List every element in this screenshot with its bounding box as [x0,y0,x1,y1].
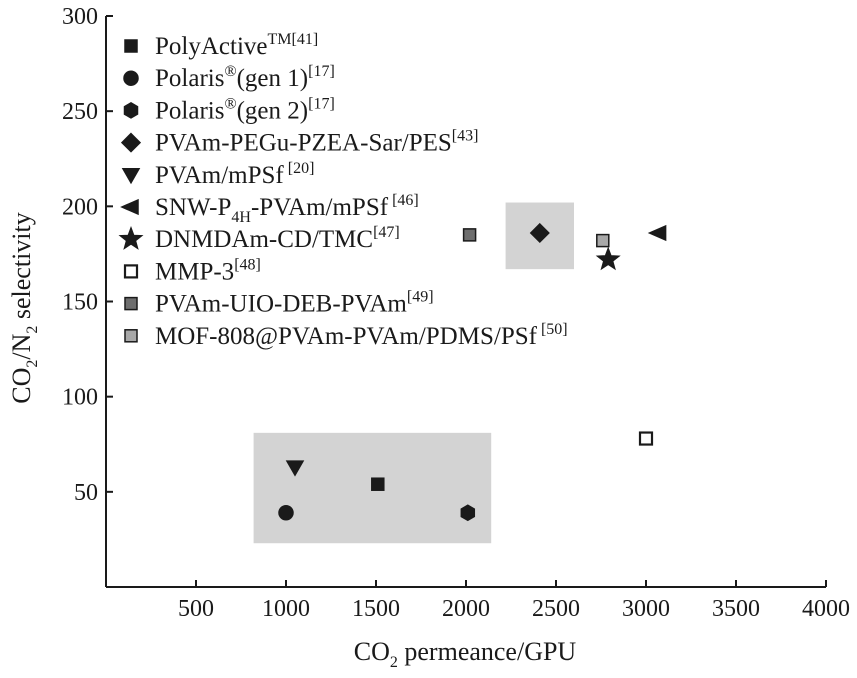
legend-item: PolyActiveTM[41] [124,31,318,60]
data-point-2 [278,505,294,521]
data-point-1 [371,477,385,491]
legend-marker [124,329,138,343]
legend-label: PVAm/mPSf [20] [155,160,314,189]
y-tick-label: 150 [62,290,98,316]
x-tick-label: 3500 [712,596,760,622]
x-tick-label: 4000 [802,596,850,622]
legend-marker [118,226,144,250]
legend-label: MMP-3[48] [155,256,261,285]
legend-label: MOF-808@PVAm-PVAm/PDMS/PSf [50] [155,321,568,350]
legend-label: PVAm-UIO-DEB-PVAm[49] [155,289,434,318]
y-ticks: 50 100 150 200 250 300 [62,4,113,506]
data-point-8 [638,431,654,446]
x-tick-label: 1000 [262,596,310,622]
legend-marker [124,39,138,53]
data-point-6 [647,224,667,242]
legend-marker [121,168,141,185]
legend-item: DNMDAm-CD/TMC[47] [118,224,400,253]
legend-marker [120,132,142,153]
y-tick-label: 100 [62,385,98,411]
x-tick-label: 1500 [352,596,400,622]
legend-label: PolyActiveTM[41] [155,31,318,60]
x-axis-title: CO2 permeance/GPU [354,637,577,671]
x-tick-label: 3000 [622,596,670,622]
legend-marker [123,70,139,86]
legend-item: MOF-808@PVAm-PVAm/PDMS/PSf [50] [124,321,568,350]
data-point-5 [285,460,305,477]
data-point-10 [596,233,610,248]
legend-label: SNW-P4H-PVAm/mPSf [46] [155,192,419,226]
y-tick-label: 300 [62,4,98,30]
y-tick-label: 200 [62,194,98,220]
y-tick-label: 50 [74,480,98,506]
data-point-7 [595,246,621,271]
legend-item: PVAm-UIO-DEB-PVAm[49] [124,289,434,318]
y-axis-title: CO2/N2 selectivity [7,212,41,403]
data-point-9 [462,228,477,242]
legend-marker [120,198,139,216]
legend-label: Polaris®(gen 2)[17] [155,95,335,124]
legend-marker [123,264,139,279]
legend-label: PVAm-PEGu-PZEA-Sar/PES[43] [155,128,478,157]
data-points [278,222,667,522]
highlight-regions [253,202,574,544]
legend-marker [124,296,138,311]
data-point-4 [529,222,550,244]
legend-item: Polaris®(gen 1)[17] [123,63,335,92]
legend-marker [123,102,139,119]
legend: PolyActiveTM[41] Polaris®(gen 1)[17] Polar… [118,31,568,350]
legend-label: DNMDAm-CD/TMC[47] [155,224,400,253]
legend-item: Polaris®(gen 2)[17] [123,95,335,124]
legend-label: Polaris®(gen 1)[17] [155,63,335,92]
legend-item: SNW-P4H-PVAm/mPSf [46] [120,192,419,226]
x-tick-label: 500 [178,596,214,622]
x-tick-label: 2000 [442,596,490,622]
data-point-3 [460,504,476,522]
legend-item: PVAm/mPSf [20] [121,160,314,189]
x-tick-label: 2500 [532,596,580,622]
legend-item: PVAm-PEGu-PZEA-Sar/PES[43] [120,128,478,157]
x-ticks: 500 1000 1500 2000 2500 3000 3500 4000 [178,580,850,622]
y-tick-label: 250 [62,99,98,125]
legend-item: MMP-3[48] [123,256,261,285]
